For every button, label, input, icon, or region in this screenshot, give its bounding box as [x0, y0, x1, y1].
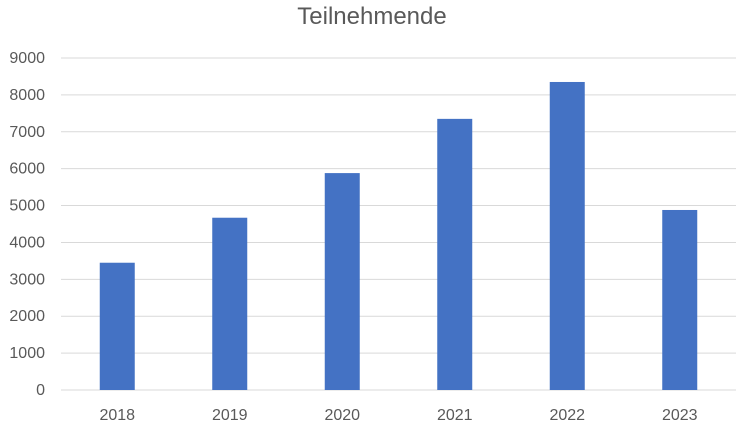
- y-tick-label: 0: [36, 382, 45, 399]
- bars: [99, 81, 698, 390]
- bar-2022: [549, 81, 585, 390]
- bar-2018: [99, 262, 135, 390]
- y-tick-label: 9000: [9, 50, 45, 67]
- gridlines: [61, 57, 736, 391]
- x-tick-label: 2019: [212, 407, 248, 424]
- x-tick-label: 2020: [324, 407, 360, 424]
- bar-2020: [324, 173, 360, 390]
- y-tick-label: 8000: [9, 87, 45, 104]
- x-tick-label: 2018: [99, 407, 135, 424]
- y-tick-label: 5000: [9, 198, 45, 215]
- x-axis-tick-labels: 2018 2019 2020 2021 2022 2023: [99, 407, 697, 424]
- x-tick-label: 2021: [437, 407, 473, 424]
- bar-2021: [437, 118, 473, 390]
- y-tick-label: 2000: [9, 308, 45, 325]
- chart-title: Teilnehmende: [297, 3, 447, 30]
- x-tick-label: 2022: [549, 407, 585, 424]
- y-tick-label: 6000: [9, 161, 45, 178]
- y-tick-label: 7000: [9, 124, 45, 141]
- y-tick-label: 3000: [9, 271, 45, 288]
- y-axis-tick-labels: 0 1000 2000 3000 4000 5000 6000 7000 8000 9000: [9, 50, 45, 399]
- y-tick-label: 1000: [9, 345, 45, 362]
- x-tick-label: 2023: [662, 407, 698, 424]
- y-tick-label: 4000: [9, 234, 45, 251]
- bar-2019: [212, 217, 248, 390]
- bar-2023: [662, 209, 698, 390]
